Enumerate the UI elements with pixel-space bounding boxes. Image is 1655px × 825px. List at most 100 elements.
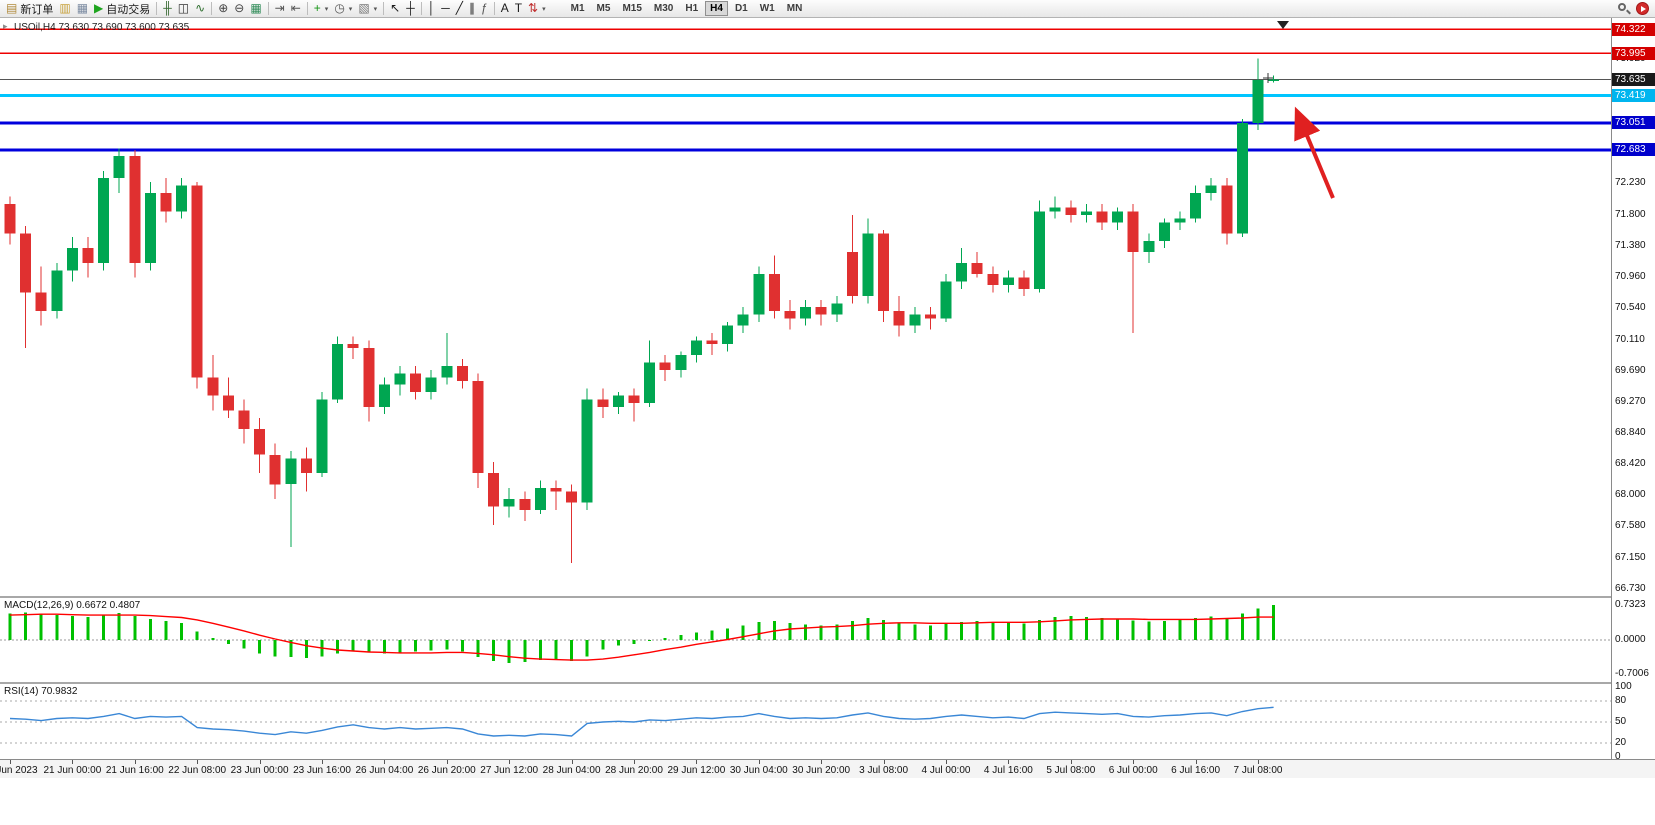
arrows-objects-button[interactable]: ⇅ ▾ (525, 1, 549, 17)
toolbar-separator (306, 2, 308, 15)
autotrading-button[interactable]: ▶ 自动交易 (91, 1, 153, 17)
tf-m5[interactable]: M5 (596, 3, 611, 14)
time-tick (1070, 760, 1072, 764)
zoom-out-icon[interactable]: ⊖ (231, 1, 247, 17)
time-tick (509, 760, 511, 764)
rsi-line (9, 706, 1274, 737)
add-indicator-button[interactable]: + ▾ (311, 1, 332, 17)
tile-windows-icon[interactable]: ▦ (247, 1, 264, 17)
time-label: 6 Jul 00:00 (1108, 765, 1158, 776)
time-label: 7 Jul 08:00 (1233, 765, 1283, 776)
new-order-button[interactable]: ▤ 新订单 (3, 1, 56, 17)
time-tick (134, 760, 136, 764)
tf-h1[interactable]: H1 (685, 3, 699, 14)
price-tag-73.419: 73.419 (1612, 89, 1655, 103)
cursor-icon[interactable]: ↖ (387, 1, 403, 17)
price-tag-72.683: 72.683 (1612, 143, 1655, 157)
zoom-in-icon-icon: ⊕ (218, 1, 229, 15)
time-label: 29 Jun 12:00 (667, 765, 726, 776)
time-tick (10, 760, 11, 764)
price-tick-label: 71.380 (1615, 240, 1646, 251)
charts-icon[interactable]: ▥ (56, 1, 73, 17)
rsi-panel[interactable]: RSI(14) 70.9832 (0, 684, 1611, 759)
tf-d1[interactable]: D1 (734, 3, 748, 14)
chart-shift-icon[interactable]: ⇤ (288, 1, 304, 17)
toolbar-separator (383, 2, 385, 15)
bar-chart-icon[interactable]: ╫ (160, 1, 175, 17)
rsi-scale-label: 20 (1615, 737, 1627, 748)
tf-m15[interactable]: M15 (622, 3, 642, 14)
price-tag-73.995: 73.995 (1612, 46, 1655, 60)
price-tick-label: 69.270 (1615, 395, 1646, 407)
dropdown-caret-icon: ▾ (324, 5, 329, 13)
price-tick-label: 72.230 (1615, 177, 1646, 189)
zoom-out-icon-icon: ⊖ (234, 1, 245, 15)
line-chart-icon-icon: ∿ (195, 1, 206, 15)
rsi-level-lines (0, 700, 1611, 744)
price-tick-label: 69.690 (1615, 364, 1646, 376)
horizontal-line-icon[interactable]: ─ (438, 1, 453, 17)
line-chart-icon[interactable]: ∿ (192, 1, 208, 17)
time-tick (634, 760, 635, 764)
auto-scroll-icon[interactable]: ⇥ (272, 1, 288, 17)
tf-m30[interactable]: M30 (653, 3, 674, 14)
profiles-icon[interactable]: ▦ (74, 1, 91, 17)
vertical-line-icon[interactable]: │ (425, 1, 439, 17)
dropdown-caret-icon: ▾ (542, 5, 546, 13)
time-tick (1133, 760, 1135, 764)
search-icon[interactable] (1616, 1, 1631, 16)
play-icon: ▶ (94, 1, 104, 15)
time-label: 21 Jun 16:00 (105, 765, 164, 776)
tf-w1[interactable]: W1 (759, 3, 775, 14)
trendline-icon[interactable]: ╱ (453, 1, 466, 17)
add-indicator-icon: + (313, 1, 321, 15)
macd-panel[interactable]: MACD(12,26,9) 0.6672 0.4807 (0, 598, 1611, 682)
time-tick (259, 760, 261, 764)
toolbar-separator (156, 2, 158, 15)
rsi-scale-label: 50 (1615, 716, 1627, 727)
one-click-trading-toggle[interactable]: ▸ (3, 21, 8, 31)
time-tick (1258, 760, 1259, 764)
tf-mn[interactable]: MN (786, 3, 803, 14)
text-label-icon[interactable]: T (512, 1, 525, 17)
macd-histogram (8, 605, 1276, 663)
trend-arrow-annotation[interactable] (1294, 106, 1335, 199)
candlesticks (4, 58, 1280, 564)
axis-divider (1611, 18, 1612, 759)
time-label: 4 Jul 00:00 (921, 765, 971, 776)
community-icon[interactable] (1636, 2, 1649, 15)
time-label: 22 Jun 08:00 (168, 765, 227, 776)
chart-shift-icon-icon: ⇤ (290, 1, 301, 15)
time-tick (197, 760, 199, 764)
text-icon[interactable]: A (498, 1, 512, 17)
toolbar-separator (493, 2, 495, 15)
tf-m1[interactable]: M1 (570, 3, 585, 14)
time-tick (883, 760, 885, 764)
time-label: 23 Jun 16:00 (293, 765, 351, 776)
rsi-indicator-label: RSI(14) 70.9832 (4, 686, 78, 697)
fibonacci-icon[interactable]: ƒ (478, 1, 491, 17)
candlestick-chart-icon[interactable]: ◫ (175, 1, 192, 17)
tile-windows-icon-icon: ▦ (250, 1, 262, 15)
crosshair-icon[interactable]: ┼ (403, 1, 418, 17)
templates-button[interactable]: ▧ ▾ (355, 1, 380, 17)
vertical-line-icon-icon: │ (427, 1, 436, 15)
horizontal-lines[interactable] (0, 28, 1611, 152)
toolbar-separator (267, 2, 269, 15)
periods-button[interactable]: ◷ ▾ (331, 1, 355, 17)
candlestick-chart-icon-icon: ◫ (177, 1, 190, 15)
equidistant-channel-icon[interactable]: ∥ (466, 1, 478, 17)
price-tick-label: 70.110 (1615, 333, 1645, 345)
new-order-icon: ▤ (6, 1, 18, 15)
price-tick-label: 70.960 (1615, 271, 1646, 282)
tf-h4[interactable]: H4 (705, 1, 728, 16)
price-chart-area[interactable]: ▸ USOil,H4 73.630 73.690 73.600 73.635 (0, 18, 1611, 596)
panel-separator[interactable] (0, 596, 1655, 598)
zoom-in-icon[interactable]: ⊕ (215, 1, 231, 17)
panel-separator[interactable] (0, 682, 1655, 684)
price-axis[interactable]: 73.92072.23071.80071.38070.96070.54070.1… (1612, 18, 1655, 762)
price-tick-label: 66.730 (1615, 583, 1646, 594)
rsi-scale-label: 0 (1615, 751, 1621, 762)
